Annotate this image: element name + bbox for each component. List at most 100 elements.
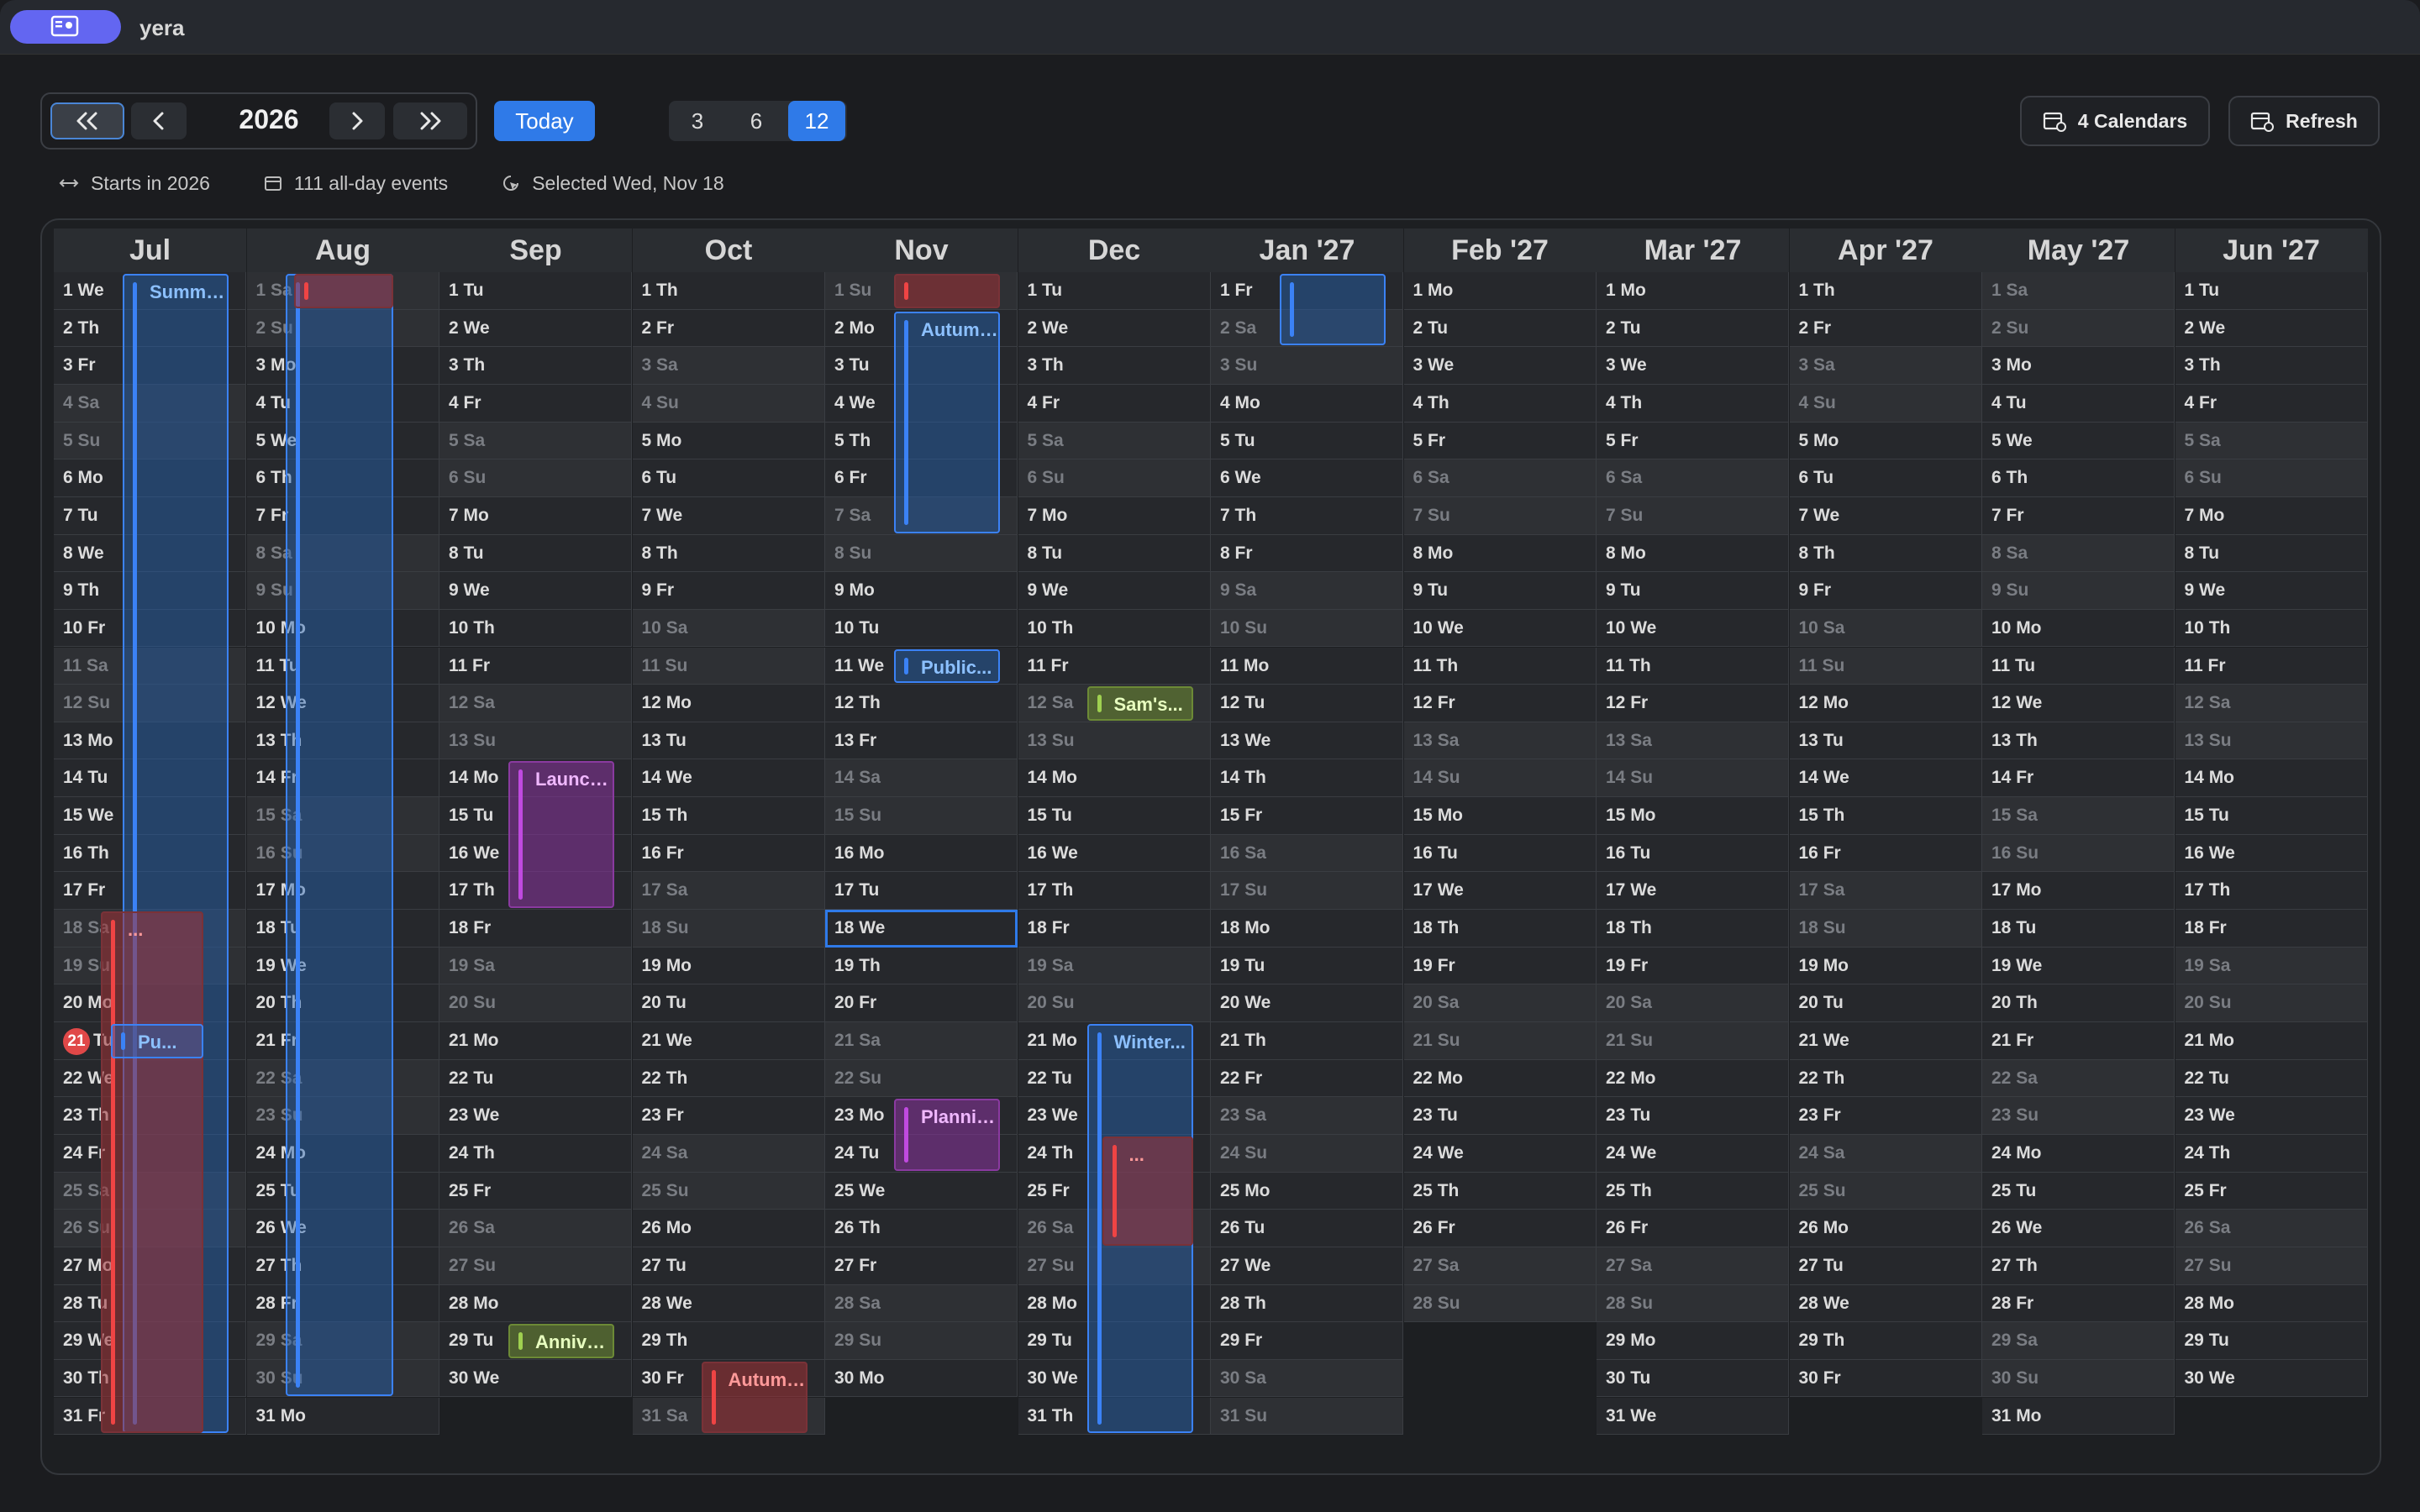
day-cell[interactable]: 28 Mo xyxy=(1018,1284,1211,1323)
day-cell[interactable]: 20 Sa xyxy=(1597,984,1789,1022)
day-cell[interactable]: 5 We xyxy=(1982,422,2175,460)
day-cell[interactable]: 23 We xyxy=(439,1097,632,1135)
day-cell[interactable]: 20 Su xyxy=(439,984,632,1022)
day-cell[interactable]: 10 Th xyxy=(439,609,632,648)
day-cell[interactable]: 10 Mo xyxy=(246,609,439,648)
day-cell[interactable]: 22 Tu xyxy=(1018,1059,1211,1098)
day-cell[interactable]: 19 Fr xyxy=(1403,947,1597,985)
day-cell[interactable]: 20 Su xyxy=(2175,984,2368,1022)
day-cell[interactable]: 8 Tu xyxy=(2175,534,2368,573)
day-cell[interactable]: 15 Tu xyxy=(2175,797,2368,835)
event-block[interactable]: Launch... xyxy=(508,761,614,909)
day-cell[interactable]: 10 Fr xyxy=(54,609,246,648)
day-cell[interactable]: 9 Sa xyxy=(1211,572,1403,610)
day-cell[interactable]: 19 Sa xyxy=(439,947,632,985)
day-cell[interactable]: 29 Su xyxy=(825,1322,1018,1360)
segment-3[interactable]: 3 xyxy=(691,108,704,134)
day-cell[interactable]: 28 Sa xyxy=(825,1284,1018,1323)
day-cell[interactable]: 2 Su xyxy=(1982,309,2175,348)
day-cell[interactable]: 31 Mo xyxy=(1982,1397,2175,1436)
day-cell[interactable]: 7 Tu xyxy=(54,496,246,535)
day-cell[interactable]: 28 Su xyxy=(1403,1284,1597,1323)
day-cell[interactable]: 15 Fr xyxy=(1211,797,1403,835)
day-cell[interactable]: 23 Su xyxy=(1982,1097,2175,1135)
day-cell[interactable]: 5 Sa xyxy=(2175,422,2368,460)
day-cell[interactable]: 10 We xyxy=(1597,609,1789,648)
day-cell[interactable]: 8 Sa xyxy=(1982,534,2175,573)
day-cell[interactable]: 17 Su xyxy=(1211,872,1403,911)
day-cell[interactable]: 2 Fr xyxy=(632,309,825,348)
day-cell[interactable]: 7 Mo xyxy=(439,496,632,535)
day-cell[interactable]: 5 Mo xyxy=(1789,422,1982,460)
day-cell[interactable]: 28 Th xyxy=(1211,1284,1403,1323)
day-cell[interactable]: 9 Su xyxy=(1982,572,2175,610)
day-cell[interactable]: 6 Mo xyxy=(54,459,246,497)
day-cell[interactable]: 2 Mo xyxy=(825,309,1018,348)
day-cell[interactable]: 4 Th xyxy=(1597,384,1789,423)
day-cell[interactable]: 5 Fr xyxy=(1403,422,1597,460)
day-cell[interactable]: 12 Sa xyxy=(439,685,632,722)
day-cell[interactable]: 6 Fr xyxy=(825,459,1018,497)
day-cell[interactable]: 12 We xyxy=(1982,685,2175,722)
day-cell[interactable]: 10 We xyxy=(1403,609,1597,648)
day-cell[interactable]: 25 Th xyxy=(1403,1172,1597,1210)
day-cell[interactable]: 9 Fr xyxy=(632,572,825,610)
event-block[interactable]: Sam's... xyxy=(1086,686,1193,721)
event-block[interactable] xyxy=(285,274,393,1396)
day-cell[interactable]: 13 Fr xyxy=(825,722,1018,760)
day-cell[interactable]: 8 Mo xyxy=(1597,534,1789,573)
day-cell[interactable]: 5 Mo xyxy=(632,422,825,460)
day-cell[interactable]: 31 Su xyxy=(1211,1397,1403,1436)
day-cell[interactable]: 28 Mo xyxy=(2175,1284,2368,1323)
day-cell[interactable]: 20 Th xyxy=(1982,984,2175,1022)
day-cell[interactable]: 16 Fr xyxy=(632,834,825,873)
day-cell[interactable]: 10 Mo xyxy=(1982,609,2175,648)
day-cell[interactable]: 21 Fr xyxy=(1982,1022,2175,1060)
day-cell[interactable]: 18 Tu xyxy=(1982,910,2175,948)
day-cell[interactable]: 23 Tu xyxy=(1403,1097,1597,1135)
day-cell[interactable]: 16 Mo xyxy=(825,834,1018,873)
day-cell[interactable]: 26 We xyxy=(246,1210,439,1247)
day-cell[interactable]: 31 We xyxy=(1597,1397,1789,1436)
day-cell[interactable]: 14 Fr xyxy=(1982,759,2175,798)
day-cell[interactable]: 30 Fr xyxy=(1789,1359,1982,1398)
day-cell[interactable]: 3 Th xyxy=(1018,347,1211,385)
day-cell[interactable]: 13 Su xyxy=(1018,722,1211,760)
day-cell[interactable]: 6 We xyxy=(1211,459,1403,497)
day-cell[interactable]: 12 Tu xyxy=(1211,685,1403,722)
day-cell[interactable]: 6 Su xyxy=(439,459,632,497)
day-cell[interactable]: 8 We xyxy=(54,534,246,573)
day-cell[interactable]: 21 Su xyxy=(1403,1022,1597,1060)
day-cell[interactable]: 20 We xyxy=(1211,984,1403,1022)
day-cell[interactable]: 19 Fr xyxy=(1597,947,1789,985)
day-cell[interactable]: 10 Sa xyxy=(1789,609,1982,648)
day-cell[interactable]: 13 Th xyxy=(246,722,439,760)
day-cell[interactable]: 8 Th xyxy=(1789,534,1982,573)
day-cell[interactable]: 8 Sa xyxy=(246,534,439,573)
day-cell[interactable]: 2 Tu xyxy=(1403,309,1597,348)
day-cell[interactable]: 16 Su xyxy=(246,834,439,873)
day-cell[interactable]: 3 Sa xyxy=(632,347,825,385)
day-cell[interactable]: 26 Fr xyxy=(1597,1210,1789,1247)
today-button[interactable]: Today xyxy=(494,101,595,141)
day-cell[interactable]: 8 Su xyxy=(825,534,1018,573)
day-cell[interactable]: 3 We xyxy=(1403,347,1597,385)
day-cell[interactable]: 12 Th xyxy=(825,685,1018,722)
day-cell[interactable]: 7 Su xyxy=(1403,496,1597,535)
day-cell[interactable]: 16 Tu xyxy=(1403,834,1597,873)
day-cell[interactable]: 29 Th xyxy=(632,1322,825,1360)
app-switcher-button[interactable] xyxy=(10,10,121,44)
day-cell[interactable]: 5 Tu xyxy=(1211,422,1403,460)
day-cell[interactable]: 9 We xyxy=(439,572,632,610)
day-cell[interactable]: 13 Sa xyxy=(1597,722,1789,760)
day-cell[interactable]: 30 Su xyxy=(1982,1359,2175,1398)
day-cell[interactable]: 7 Fr xyxy=(1982,496,2175,535)
event-block[interactable]: Public... xyxy=(894,648,1000,684)
day-cell[interactable]: 29 Fr xyxy=(1211,1322,1403,1360)
day-cell[interactable]: 21 We xyxy=(632,1022,825,1060)
day-cell[interactable]: 18 Su xyxy=(632,910,825,948)
day-cell[interactable]: 9 Tu xyxy=(1403,572,1597,610)
day-cell[interactable]: 15 Tu xyxy=(1018,797,1211,835)
day-cell[interactable]: 29 Tu xyxy=(2175,1322,2368,1360)
day-cell[interactable]: 30 Tu xyxy=(1597,1359,1789,1398)
